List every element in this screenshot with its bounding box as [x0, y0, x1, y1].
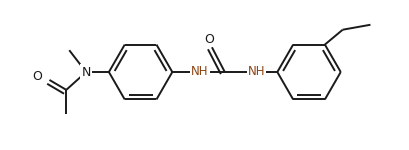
Text: O: O: [204, 33, 213, 46]
Text: O: O: [33, 70, 43, 84]
Text: N: N: [81, 66, 90, 79]
Text: NH: NH: [247, 64, 265, 78]
Text: NH: NH: [191, 64, 208, 78]
